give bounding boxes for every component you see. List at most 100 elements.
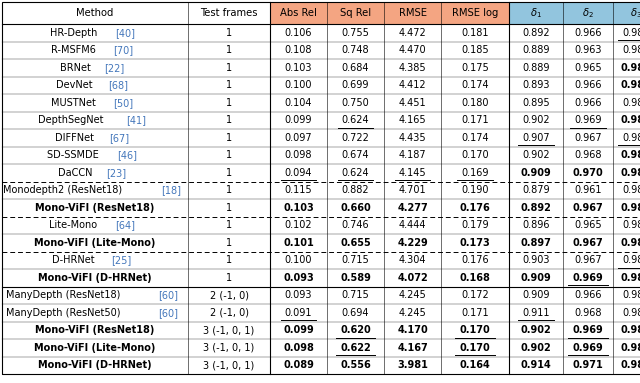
Text: 0.173: 0.173 — [460, 238, 490, 248]
Text: Monodepth2 (ResNet18): Monodepth2 (ResNet18) — [0, 185, 122, 195]
Text: 0.715: 0.715 — [342, 290, 369, 300]
Text: 1: 1 — [226, 98, 232, 108]
Text: 0.889: 0.889 — [522, 63, 550, 73]
Text: 0.969: 0.969 — [574, 115, 602, 125]
Text: 0.180: 0.180 — [461, 98, 489, 108]
Text: 0.174: 0.174 — [461, 133, 489, 143]
Text: 0.961: 0.961 — [574, 185, 602, 195]
Text: 4.451: 4.451 — [399, 98, 426, 108]
Text: 2 (-1, 0): 2 (-1, 0) — [209, 308, 248, 318]
Text: [60]: [60] — [158, 290, 178, 300]
Text: 0.983: 0.983 — [622, 290, 640, 300]
Text: 0.169: 0.169 — [461, 168, 489, 178]
Text: [67]: [67] — [109, 133, 129, 143]
Text: 2 (-1, 0): 2 (-1, 0) — [209, 290, 248, 300]
Text: 0.985: 0.985 — [621, 203, 640, 213]
Text: 3 (-1, 0, 1): 3 (-1, 0, 1) — [204, 325, 255, 335]
Text: DevNet: DevNet — [0, 80, 40, 90]
Text: 0.748: 0.748 — [342, 45, 369, 55]
Text: SD-SSMDE [46]: SD-SSMDE [46] — [58, 150, 132, 160]
Text: [18]: [18] — [161, 185, 181, 195]
Text: DIFFNet: DIFFNet — [0, 133, 42, 143]
Text: 0.102: 0.102 — [285, 220, 312, 230]
Text: 1: 1 — [226, 115, 232, 125]
Text: 0.985: 0.985 — [621, 168, 640, 178]
Text: 0.902: 0.902 — [522, 115, 550, 125]
Text: 0.982: 0.982 — [622, 45, 640, 55]
Text: MUSTNet: MUSTNet — [0, 98, 48, 108]
Text: 0.099: 0.099 — [283, 325, 314, 335]
Text: 0.190: 0.190 — [461, 185, 489, 195]
Text: 0.170: 0.170 — [461, 150, 489, 160]
Text: 0.879: 0.879 — [522, 185, 550, 195]
Text: 0.750: 0.750 — [342, 98, 369, 108]
Text: 0.103: 0.103 — [285, 63, 312, 73]
Text: 0.755: 0.755 — [342, 28, 369, 38]
Text: 0.104: 0.104 — [285, 98, 312, 108]
Text: 0.963: 0.963 — [574, 45, 602, 55]
Text: 0.985: 0.985 — [621, 325, 640, 335]
Text: 0.966: 0.966 — [574, 98, 602, 108]
Text: 4.412: 4.412 — [399, 80, 426, 90]
Text: Method: Method — [76, 8, 114, 18]
Text: BRNet: BRNet — [60, 63, 94, 73]
Text: DaCCN: DaCCN — [58, 168, 95, 178]
Text: ManyDepth (ResNet50) [60]: ManyDepth (ResNet50) [60] — [26, 308, 164, 318]
Text: 0.907: 0.907 — [522, 133, 550, 143]
Text: 0.674: 0.674 — [342, 150, 369, 160]
Text: [41]: [41] — [126, 115, 147, 125]
Text: DIFFNet: DIFFNet — [55, 133, 97, 143]
Text: MUSTNet [50]: MUSTNet [50] — [61, 98, 129, 108]
Text: 0.101: 0.101 — [283, 238, 314, 248]
Text: Lite-Mono: Lite-Mono — [0, 220, 51, 230]
Text: Mono-ViFI (ResNet18): Mono-ViFI (ResNet18) — [35, 325, 155, 335]
Text: 0.097: 0.097 — [285, 133, 312, 143]
Text: 0.966: 0.966 — [574, 290, 602, 300]
Text: 0.986: 0.986 — [621, 360, 640, 370]
Text: 4.472: 4.472 — [399, 28, 426, 38]
Text: 0.556: 0.556 — [340, 360, 371, 370]
Text: 0.103: 0.103 — [283, 203, 314, 213]
Text: 0.181: 0.181 — [461, 28, 489, 38]
Text: 0.882: 0.882 — [342, 185, 369, 195]
Text: 0.624: 0.624 — [342, 168, 369, 178]
Text: 0.985: 0.985 — [621, 343, 640, 353]
Text: 4.701: 4.701 — [399, 185, 426, 195]
Text: 0.985: 0.985 — [621, 273, 640, 283]
Text: 0.902: 0.902 — [522, 150, 550, 160]
Text: 0.985: 0.985 — [621, 115, 640, 125]
Text: 0.722: 0.722 — [342, 133, 369, 143]
Text: Lite-Mono: Lite-Mono — [49, 220, 100, 230]
Text: 0.984: 0.984 — [622, 133, 640, 143]
Bar — [613, 2, 640, 24]
Bar — [441, 2, 509, 24]
Text: D-HRNet [25]: D-HRNet [25] — [62, 255, 128, 265]
Text: 1: 1 — [226, 28, 232, 38]
Text: 0.914: 0.914 — [520, 360, 552, 370]
Text: 0.715: 0.715 — [342, 255, 369, 265]
Text: R-MSFM6 [70]: R-MSFM6 [70] — [61, 45, 129, 55]
Text: [64]: [64] — [115, 220, 135, 230]
Text: 0.746: 0.746 — [342, 220, 369, 230]
Text: DaCCN: DaCCN — [0, 168, 38, 178]
Text: DepthSegNet: DepthSegNet — [0, 115, 68, 125]
Text: 0.100: 0.100 — [285, 255, 312, 265]
Text: 0.589: 0.589 — [340, 273, 371, 283]
Text: $\delta_1$: $\delta_1$ — [530, 6, 542, 20]
Text: 0.093: 0.093 — [283, 273, 314, 283]
Text: 0.179: 0.179 — [461, 220, 489, 230]
Text: 0.622: 0.622 — [340, 343, 371, 353]
Text: 0.966: 0.966 — [574, 80, 602, 90]
Text: Lite-Mono [64]: Lite-Mono [64] — [60, 220, 131, 230]
Text: 0.983: 0.983 — [622, 220, 640, 230]
Text: 1: 1 — [226, 273, 232, 283]
Text: 4.245: 4.245 — [399, 308, 426, 318]
Text: ManyDepth (ResNet18): ManyDepth (ResNet18) — [0, 290, 118, 300]
Text: HR-Depth [40]: HR-Depth [40] — [60, 28, 131, 38]
Text: 0.174: 0.174 — [461, 80, 489, 90]
Text: SD-SSMDE: SD-SSMDE — [0, 150, 55, 160]
Text: ManyDepth (ResNet18): ManyDepth (ResNet18) — [6, 290, 124, 300]
Text: [60]: [60] — [158, 308, 178, 318]
Text: 0.094: 0.094 — [285, 168, 312, 178]
Text: 1: 1 — [226, 133, 232, 143]
